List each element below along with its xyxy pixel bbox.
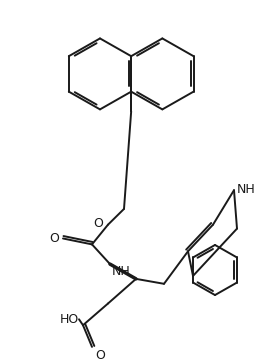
Text: HO: HO — [60, 313, 79, 326]
Text: O: O — [95, 349, 105, 362]
Text: O: O — [49, 232, 59, 245]
Text: O: O — [93, 217, 103, 230]
Text: NH: NH — [112, 265, 131, 278]
Text: NH: NH — [237, 183, 256, 196]
